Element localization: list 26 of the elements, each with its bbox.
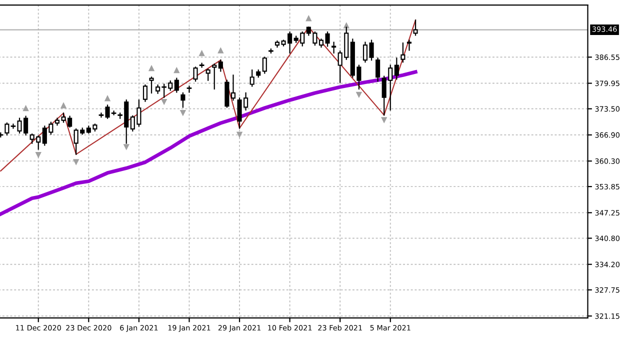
- point: [72, 159, 80, 166]
- candlestick: [186, 86, 192, 93]
- point: [356, 92, 362, 98]
- point: [198, 50, 205, 56]
- point: [180, 110, 186, 116]
- candlestick: [142, 84, 148, 102]
- candlestick: [230, 74, 236, 101]
- point: [174, 66, 180, 74]
- line-series: [0, 70, 418, 216]
- point: [236, 132, 243, 138]
- point: [218, 47, 224, 54]
- point: [22, 104, 29, 112]
- point: [160, 98, 168, 106]
- line-series: [0, 20, 416, 172]
- point: [380, 117, 388, 124]
- point: [343, 22, 350, 28]
- point: [123, 144, 130, 150]
- point: [60, 102, 67, 108]
- point: [35, 152, 42, 158]
- point: [104, 94, 111, 102]
- point: [148, 64, 155, 72]
- candlestick: [406, 40, 412, 51]
- candlestick: [199, 62, 204, 68]
- candlestick: [206, 68, 210, 81]
- point: [306, 15, 312, 22]
- candlestick: [149, 76, 154, 94]
